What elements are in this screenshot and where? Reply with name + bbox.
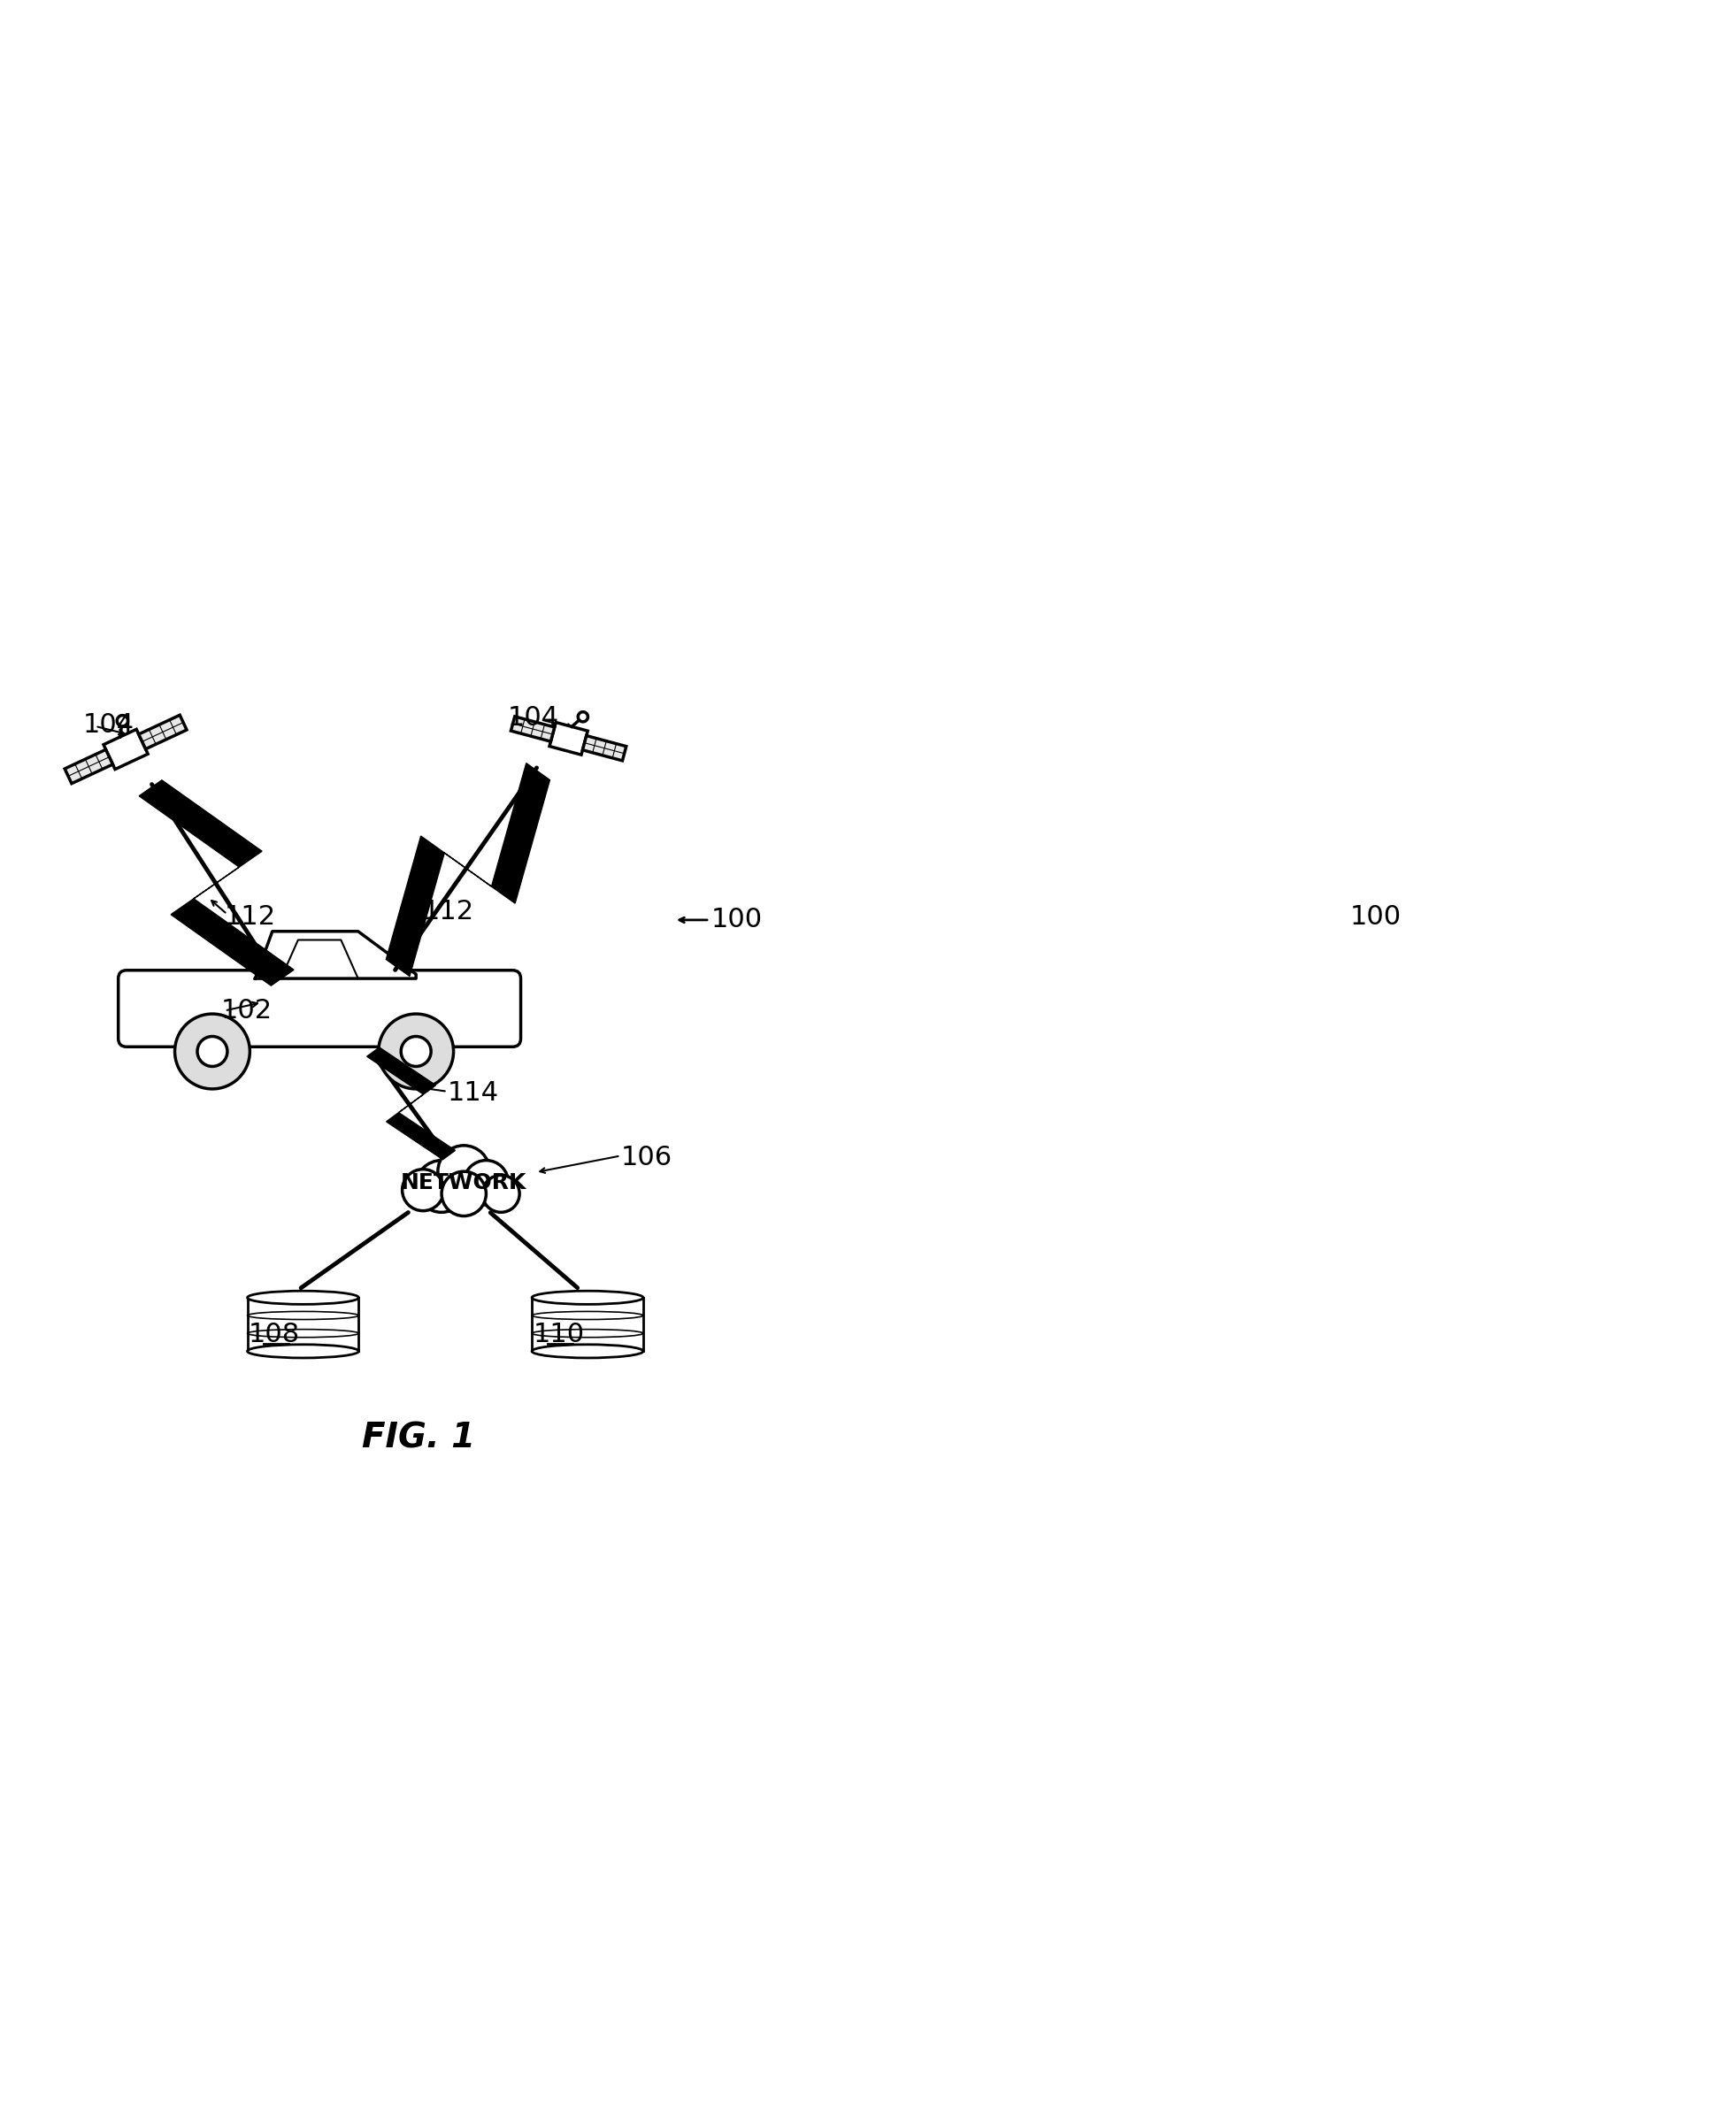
Text: 114: 114 <box>448 1080 498 1105</box>
Text: FIG. 1: FIG. 1 <box>361 1421 476 1454</box>
Polygon shape <box>385 762 550 976</box>
Circle shape <box>483 1175 519 1213</box>
Polygon shape <box>255 931 417 978</box>
Circle shape <box>403 1169 444 1211</box>
Ellipse shape <box>247 1291 359 1304</box>
Ellipse shape <box>247 1344 359 1357</box>
Bar <box>64 749 113 783</box>
Bar <box>247 1298 359 1351</box>
Circle shape <box>401 1037 431 1067</box>
Text: 112: 112 <box>224 904 276 929</box>
Circle shape <box>464 1160 509 1205</box>
Circle shape <box>198 1037 227 1067</box>
Ellipse shape <box>531 1291 644 1304</box>
Polygon shape <box>366 1048 455 1160</box>
Text: 100: 100 <box>712 908 762 934</box>
FancyBboxPatch shape <box>118 970 521 1046</box>
Circle shape <box>415 1160 467 1213</box>
Ellipse shape <box>531 1344 644 1357</box>
Text: 106: 106 <box>620 1145 672 1171</box>
Circle shape <box>175 1014 250 1088</box>
Text: 104: 104 <box>83 711 134 737</box>
Bar <box>510 716 554 741</box>
Circle shape <box>116 716 128 726</box>
Circle shape <box>578 711 589 722</box>
Text: 112: 112 <box>422 900 474 925</box>
Circle shape <box>378 1014 453 1088</box>
Bar <box>104 728 148 768</box>
Bar <box>583 737 627 760</box>
Circle shape <box>437 1145 490 1198</box>
Text: 102: 102 <box>220 997 273 1023</box>
Text: 110: 110 <box>533 1321 585 1349</box>
Text: 108: 108 <box>248 1321 300 1349</box>
Circle shape <box>441 1171 486 1215</box>
Polygon shape <box>139 781 293 987</box>
Text: 100: 100 <box>1351 904 1401 929</box>
Bar <box>531 1298 644 1351</box>
Text: 104: 104 <box>507 705 559 730</box>
Text: NETWORK: NETWORK <box>401 1173 526 1194</box>
Bar <box>549 722 589 756</box>
Bar <box>139 716 187 749</box>
